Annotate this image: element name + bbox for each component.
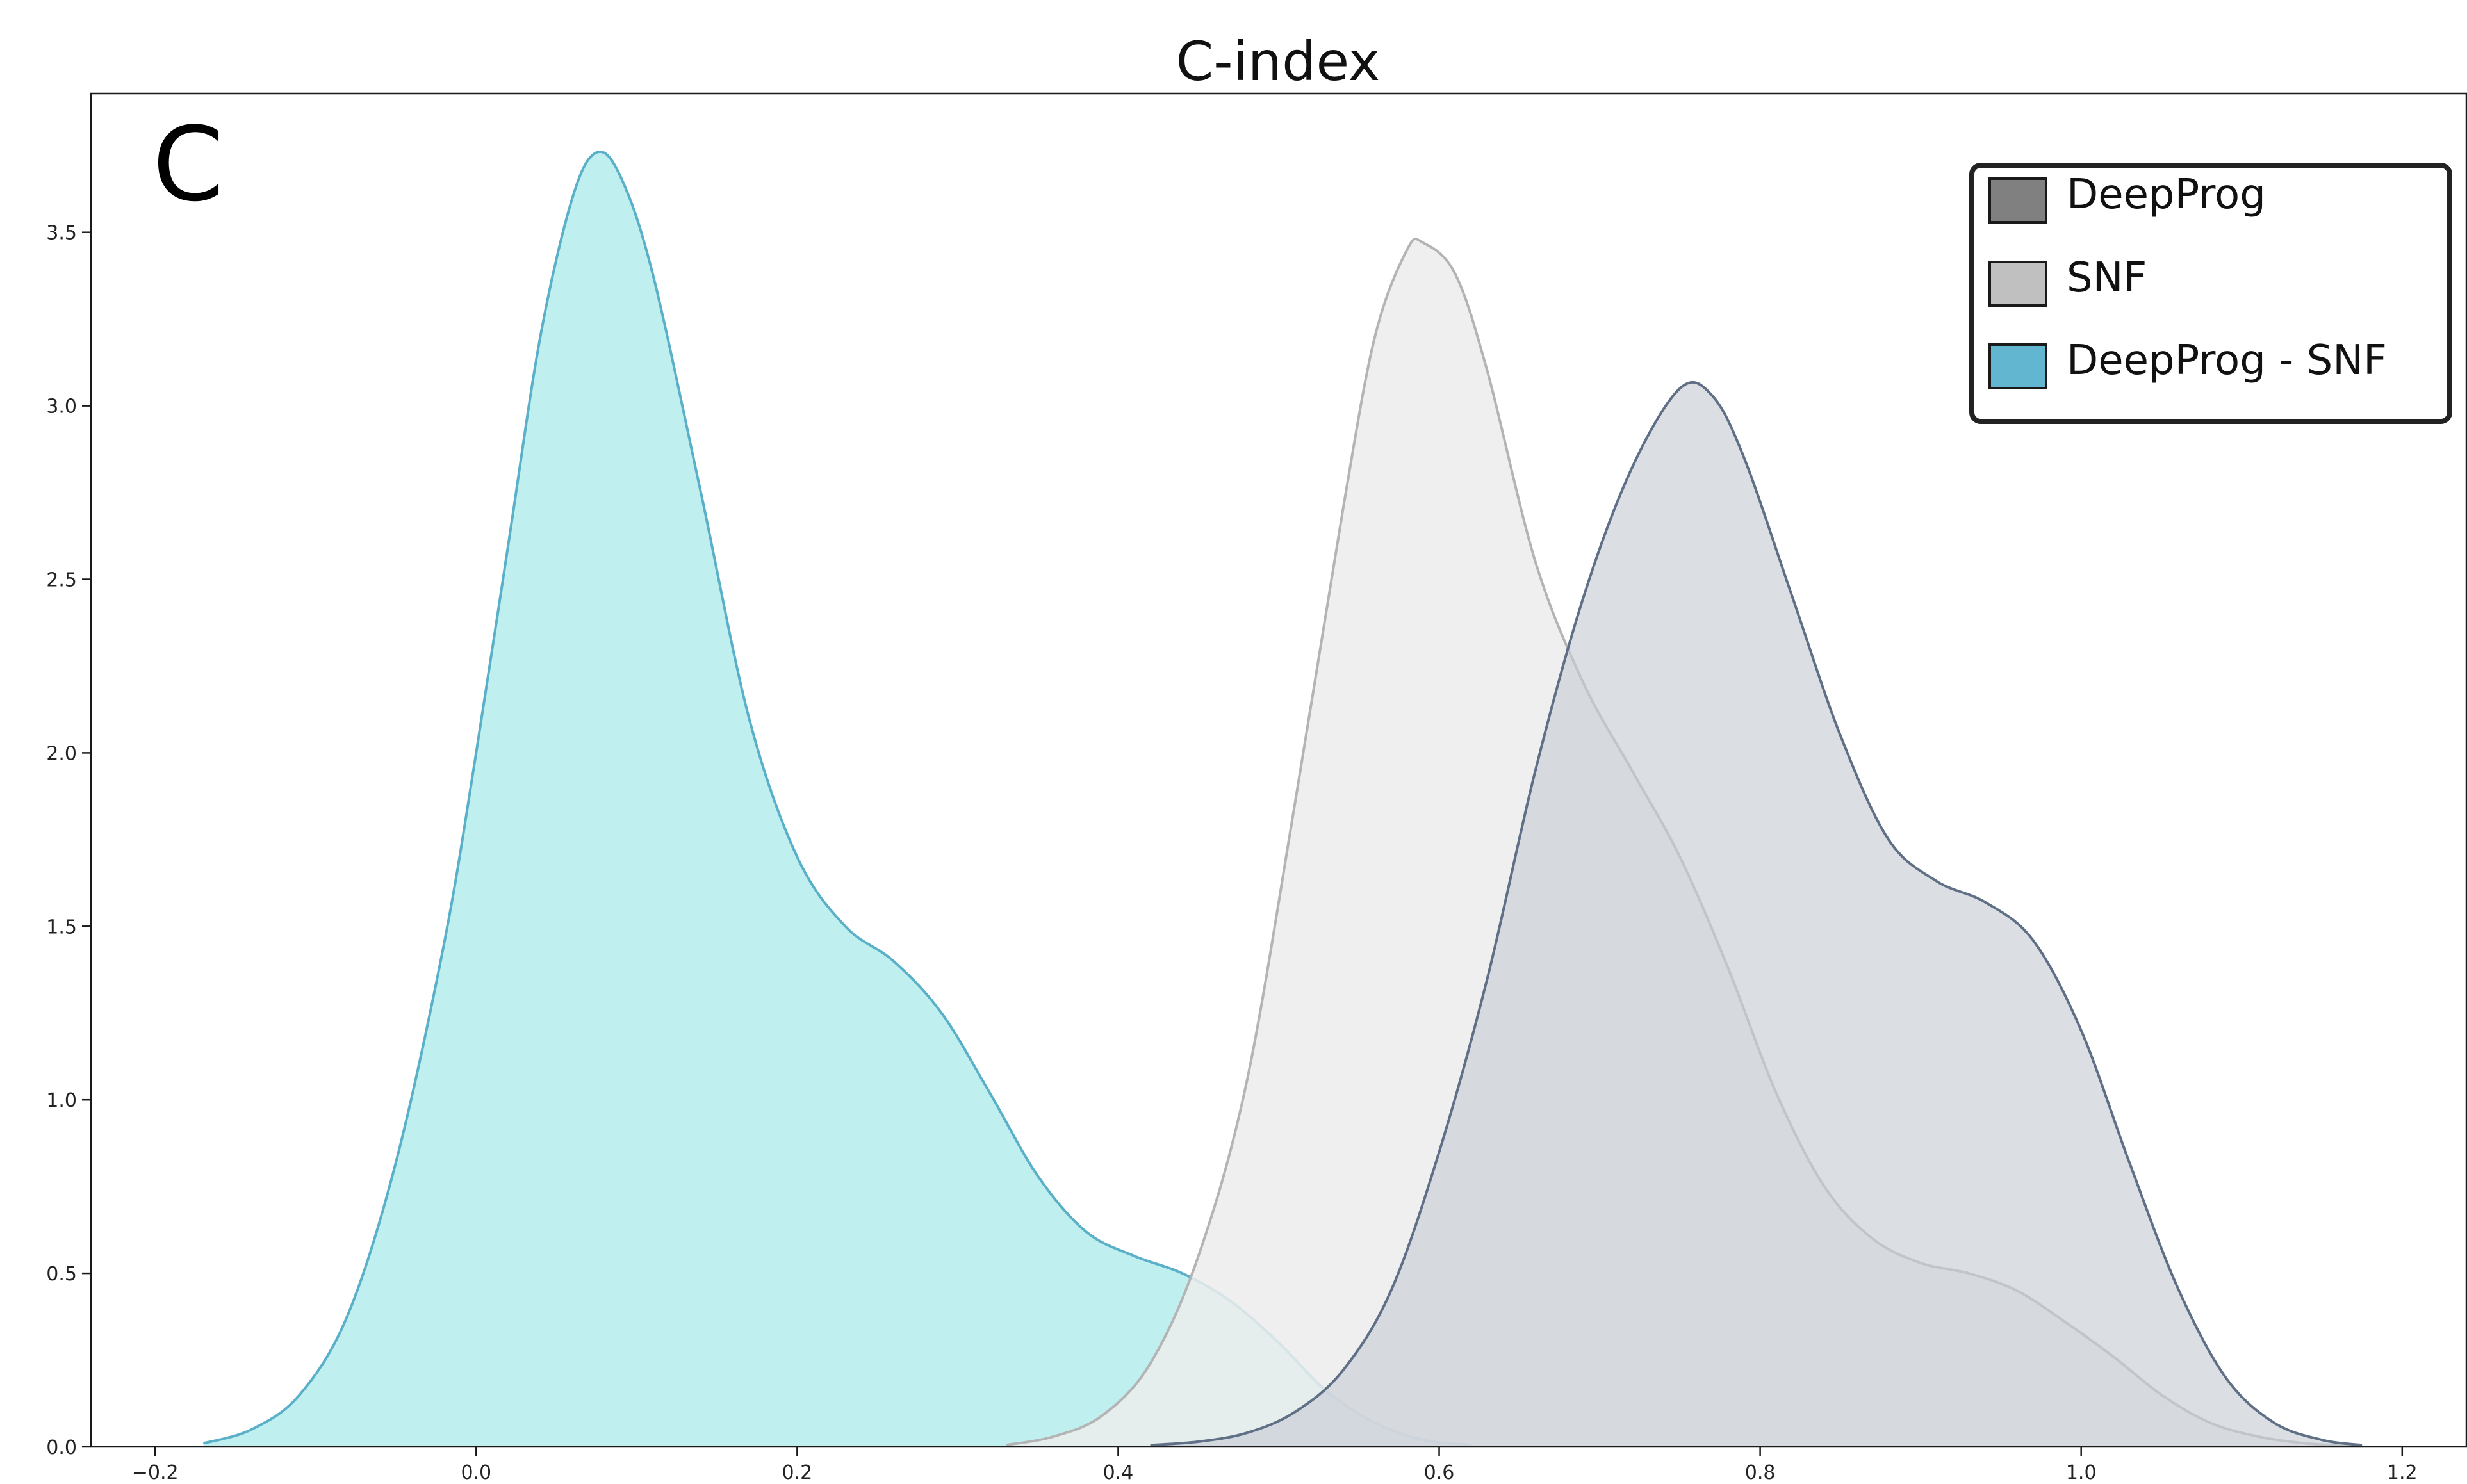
y-tick-label: 1.5: [46, 916, 77, 938]
y-tick-label: 0.5: [46, 1263, 77, 1285]
y-tick-label: 2.0: [46, 742, 77, 765]
axis-ticks: −0.2 0.0 0.2 0.4 0.6 0.8 1.0 1.2 0.0 0.5 1.0 1.5 2.0…: [46, 222, 2417, 1484]
legend-swatch-deepprog-snf: [1988, 343, 2047, 389]
y-tick-label: 2.5: [46, 569, 77, 592]
x-tick-label: 0.2: [782, 1462, 813, 1484]
x-tick-label: 0.8: [1745, 1462, 1776, 1484]
chart-title: C-index: [1176, 30, 1381, 93]
plot-frame: [90, 92, 2467, 1448]
legend-swatch-deepprog: [1988, 177, 2047, 224]
density-area-snf: [1006, 238, 2354, 1447]
legend-swatch-snf: [1988, 261, 2047, 307]
density-area-deepprog-snf: [203, 151, 1471, 1447]
x-tick-label: 0.6: [1424, 1462, 1455, 1484]
x-tick-label: 1.0: [2066, 1462, 2097, 1484]
x-tick-label: −0.2: [132, 1462, 179, 1484]
legend-box: [1969, 163, 2452, 424]
plot-layer: [202, 150, 2363, 1447]
legend-label-deepprog: DeepProg: [2067, 171, 2266, 218]
x-tick-label: 0.0: [461, 1462, 491, 1484]
y-tick-label: 1.0: [46, 1089, 77, 1112]
x-tick-label: 0.4: [1103, 1462, 1134, 1484]
x-tick-label: 1.2: [2387, 1462, 2418, 1484]
density-area-deepprog: [1150, 382, 2363, 1447]
panel-letter: C: [152, 104, 224, 224]
legend: DeepProg SNF DeepProg - SNF: [1969, 163, 2452, 424]
y-tick-label: 3.5: [46, 222, 77, 245]
legend-label-deepprog-snf: DeepProg - SNF: [2067, 337, 2387, 384]
density-line-deepprog-snf: [202, 150, 1471, 1447]
density-line-deepprog: [1150, 380, 2363, 1447]
legend-label-snf: SNF: [2067, 254, 2147, 302]
y-tick-label: 3.0: [46, 396, 77, 418]
y-tick-label: 0.0: [46, 1437, 77, 1459]
